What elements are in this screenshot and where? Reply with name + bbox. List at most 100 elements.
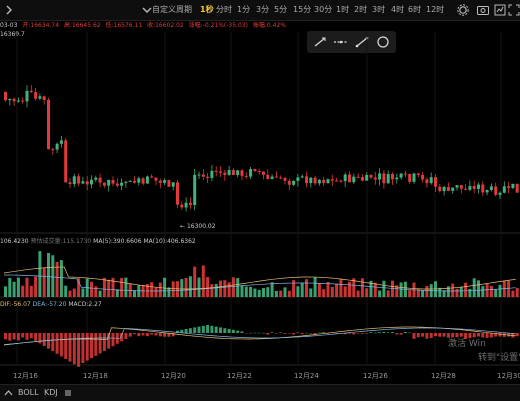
volume-bar bbox=[373, 282, 377, 297]
macd-bar bbox=[305, 332, 308, 334]
volume-bar bbox=[171, 281, 175, 297]
timeframe-tab-4[interactable]: 3分 bbox=[256, 5, 270, 14]
volume-bar bbox=[451, 283, 455, 297]
timeframe-tab-6[interactable]: 15分 bbox=[293, 5, 312, 14]
timeframe-tab-9[interactable]: 2时 bbox=[354, 5, 368, 14]
candle-body bbox=[81, 181, 85, 184]
volume-bar bbox=[287, 290, 291, 297]
indicator-tabs-bar: BOLL KDJ bbox=[0, 384, 520, 401]
timeframe-tab-13[interactable]: 12时 bbox=[426, 5, 445, 14]
x-axis-label: 12月28 bbox=[431, 372, 456, 380]
x-axis-label: 12月22 bbox=[227, 372, 252, 380]
timeframe-tab-8[interactable]: 1时 bbox=[336, 5, 350, 14]
volume-bar bbox=[498, 284, 502, 297]
candle-body bbox=[223, 172, 227, 175]
candle-body bbox=[133, 180, 136, 183]
line-tool-icon[interactable] bbox=[311, 35, 329, 49]
candle-body bbox=[300, 176, 304, 178]
macd-bar bbox=[296, 332, 300, 333]
timeframe-toolbar: 自定义周期 1秒 分时 1分 3分 5分 15分 30分 1时 2时 3时 4时 6时 12时 bbox=[0, 0, 520, 21]
expand-icon[interactable] bbox=[507, 3, 520, 17]
candle-body bbox=[201, 174, 205, 177]
macd-bar bbox=[412, 333, 416, 339]
candle-body bbox=[330, 179, 334, 181]
volume-bar bbox=[68, 290, 72, 297]
volume-legend: 106.4230 预估成交量:115.1730 MA(5):390.6606 M… bbox=[0, 238, 196, 246]
volume-bar bbox=[107, 279, 111, 297]
volume-bar bbox=[507, 280, 511, 297]
volume-bar bbox=[244, 286, 248, 297]
macd-bar bbox=[485, 333, 489, 338]
macd-bar bbox=[201, 325, 205, 333]
candle-body bbox=[309, 177, 313, 184]
indicators-icon[interactable] bbox=[493, 3, 507, 17]
volume-bar bbox=[339, 279, 343, 297]
candle-body bbox=[395, 177, 399, 180]
macd-bar bbox=[38, 333, 42, 344]
timeframe-tab-5[interactable]: 5分 bbox=[274, 5, 288, 14]
screenshot-icon[interactable] bbox=[476, 3, 490, 17]
vol-ma10: MA(10):406.6362 bbox=[143, 238, 196, 245]
candle-body bbox=[429, 177, 433, 184]
macd-bar bbox=[279, 332, 283, 334]
tab-menu-icon[interactable] bbox=[64, 389, 72, 397]
volume-bar bbox=[184, 277, 188, 297]
candle-body bbox=[498, 192, 502, 195]
volume-bar bbox=[283, 287, 287, 297]
tab-boll[interactable]: BOLL bbox=[18, 388, 39, 397]
timeframe-tab-12[interactable]: 6时 bbox=[408, 5, 422, 14]
timeframe-tab-0[interactable]: 自定义周期 bbox=[152, 5, 192, 14]
x-axis-label: 12月30 bbox=[497, 372, 520, 380]
price-chart[interactable]: 12月16 12月18 12月20 12月22 12月24 12月26 12月28 12月30 bbox=[0, 0, 520, 384]
macd-bar bbox=[459, 333, 463, 337]
volume-bar bbox=[219, 280, 222, 297]
candle-body bbox=[124, 181, 128, 183]
circle-tool-icon[interactable] bbox=[374, 35, 392, 49]
macd-bar bbox=[322, 332, 326, 333]
chevron-down-icon[interactable] bbox=[140, 3, 154, 17]
macd-bar bbox=[360, 333, 364, 334]
macd-bar bbox=[382, 331, 386, 333]
candle-body bbox=[154, 177, 158, 181]
volume-bar bbox=[201, 265, 205, 297]
timeframe-tab-1[interactable]: 1秒 bbox=[200, 5, 214, 14]
candle-body bbox=[317, 179, 321, 184]
candle-body bbox=[472, 186, 476, 189]
macd-bar bbox=[150, 333, 154, 335]
info-date: 03-03 bbox=[0, 22, 18, 29]
expand-up-icon[interactable] bbox=[4, 389, 13, 397]
candle-body bbox=[477, 184, 480, 189]
macd-bar bbox=[72, 333, 76, 365]
timeframe-tab-10[interactable]: 3时 bbox=[372, 5, 386, 14]
macd-bar bbox=[386, 332, 390, 334]
candle-body bbox=[141, 178, 145, 184]
candle-body bbox=[270, 176, 274, 179]
timeframe-tab-3[interactable]: 1分 bbox=[237, 5, 251, 14]
macd-bar bbox=[502, 333, 506, 337]
timeframe-tab-2[interactable]: 分时 bbox=[216, 5, 232, 14]
candle-body bbox=[292, 180, 296, 185]
candle-body bbox=[459, 185, 463, 189]
chevron-right-icon[interactable] bbox=[2, 3, 16, 17]
macd-bar bbox=[352, 333, 356, 335]
macd-bar bbox=[249, 332, 253, 334]
candle-body bbox=[210, 170, 214, 178]
volume-bar bbox=[262, 288, 265, 297]
macd-bar bbox=[438, 333, 442, 337]
macd-bar bbox=[154, 333, 158, 336]
macd-bar bbox=[94, 333, 98, 356]
macd-bar bbox=[34, 333, 38, 341]
volume-bar bbox=[378, 290, 382, 297]
volume-bar bbox=[266, 287, 270, 297]
timeframe-tab-7[interactable]: 30分 bbox=[314, 5, 333, 14]
tab-kdj[interactable]: KDJ bbox=[44, 388, 58, 397]
volume-bar bbox=[317, 283, 321, 297]
ray-tool-icon[interactable] bbox=[332, 35, 350, 49]
macd-bar bbox=[429, 333, 433, 339]
volume-bar bbox=[330, 286, 334, 297]
timeframe-tab-11[interactable]: 4时 bbox=[391, 5, 405, 14]
macd-bar bbox=[292, 333, 296, 335]
settings-icon[interactable] bbox=[456, 3, 470, 17]
macd-bar bbox=[451, 333, 455, 338]
macd-bar bbox=[107, 333, 111, 349]
